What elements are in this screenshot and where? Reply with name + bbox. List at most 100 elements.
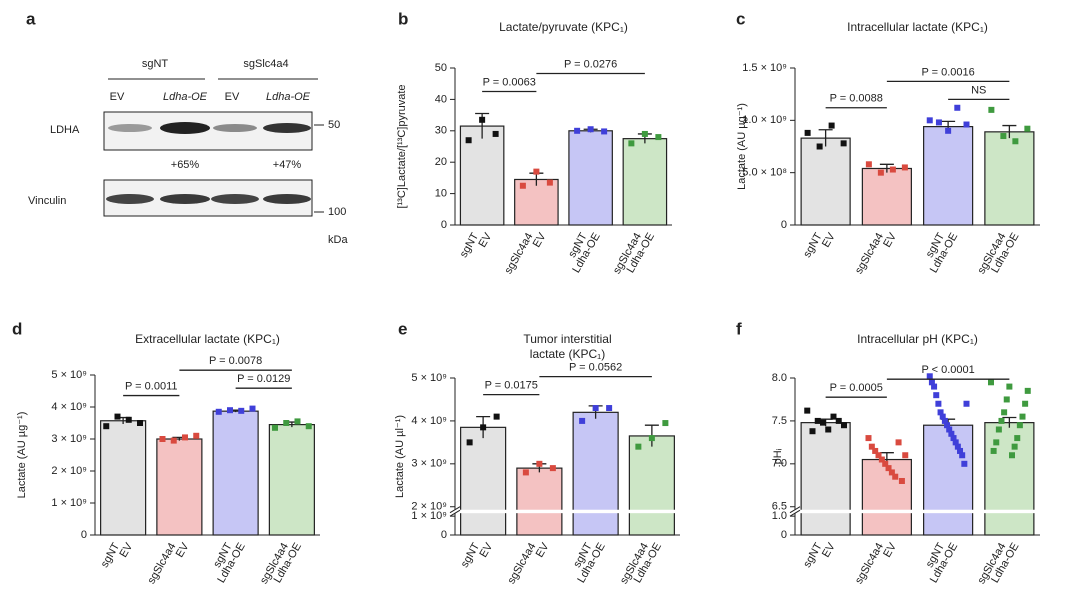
significance-label: P = 0.0562 xyxy=(569,362,622,374)
data-point xyxy=(963,121,970,128)
row-label: Vinculin xyxy=(28,195,66,207)
data-point xyxy=(835,417,842,424)
row-label: LDHA xyxy=(50,124,80,136)
data-point xyxy=(465,137,472,144)
band xyxy=(106,194,154,204)
y-tick-label: 4 × 10⁹ xyxy=(411,415,447,427)
data-point xyxy=(522,469,529,476)
data-point xyxy=(926,117,933,124)
data-point xyxy=(114,413,121,420)
significance-label: P = 0.0175 xyxy=(485,380,538,392)
y-tick-label: 10 xyxy=(435,188,447,200)
data-point xyxy=(865,435,872,442)
data-point xyxy=(533,168,540,175)
y-axis-label: Lactate (AU µg⁻¹) xyxy=(736,103,748,190)
data-point xyxy=(193,432,200,439)
band xyxy=(108,124,152,132)
data-point xyxy=(926,373,933,380)
x-tick-label: EV xyxy=(881,230,899,249)
data-point xyxy=(895,439,902,446)
data-point xyxy=(878,456,885,463)
data-point xyxy=(820,419,826,426)
data-point xyxy=(1001,409,1008,416)
data-point xyxy=(215,408,222,415)
y-tick-label: 0 xyxy=(81,529,87,541)
data-point xyxy=(480,424,487,431)
x-tick-label: EV xyxy=(534,540,552,559)
data-point xyxy=(587,126,594,133)
chart: d Extracellular lactate (KPC₁) Lactate (AU… xyxy=(12,319,320,586)
chart: f Intracellular pH (KPC₁) pHᵢ 0 1.06.5 7.0 7.5… xyxy=(736,319,1042,586)
y-axis-label: Lactate (AU µl⁻¹) xyxy=(394,415,406,498)
data-point xyxy=(952,439,959,446)
bar xyxy=(572,411,619,536)
bar xyxy=(622,138,668,226)
data-point xyxy=(137,420,143,426)
data-point xyxy=(888,469,895,476)
data-point xyxy=(872,447,879,454)
chart-title: Tumor interstitial xyxy=(523,332,611,346)
bar xyxy=(628,435,675,536)
data-point xyxy=(1024,125,1031,132)
y-tick-label: 1.0 xyxy=(772,510,787,522)
group-label: sgNT xyxy=(142,58,169,70)
x-tick-label: EV xyxy=(174,540,192,559)
data-point xyxy=(898,477,905,484)
data-point xyxy=(641,130,648,137)
y-tick-label: 6.5 xyxy=(772,501,787,513)
y-tick-label: 2 × 10⁹ xyxy=(51,465,87,477)
bar xyxy=(800,422,851,536)
data-point xyxy=(948,430,955,437)
data-point xyxy=(946,426,953,433)
data-point xyxy=(875,452,882,459)
significance-label: P < 0.0001 xyxy=(921,364,974,376)
data-point xyxy=(990,447,997,454)
y-tick-label: 8.0 xyxy=(772,372,787,384)
y-axis-label: Lactate (AU µg⁻¹) xyxy=(16,412,28,499)
bar xyxy=(100,420,147,536)
data-point xyxy=(249,405,256,412)
data-point xyxy=(546,179,553,186)
lane-label: EV xyxy=(225,91,240,103)
data-point xyxy=(305,423,312,430)
change-label: +47% xyxy=(273,159,302,171)
x-tick-label: sgSlc4a4 xyxy=(502,231,535,276)
data-point xyxy=(1024,387,1031,394)
unit-label: kDa xyxy=(328,234,348,246)
y-tick-label: 1 × 10⁹ xyxy=(51,497,87,509)
data-point xyxy=(954,443,961,450)
data-point xyxy=(238,407,245,414)
x-tick-label: EV xyxy=(477,230,495,249)
bar xyxy=(923,424,974,536)
significance-label: P = 0.0276 xyxy=(564,58,617,70)
data-point xyxy=(865,161,872,168)
data-point xyxy=(466,439,473,446)
data-point xyxy=(935,400,942,407)
y-tick-label: 30 xyxy=(435,125,447,137)
panel-letter: a xyxy=(26,9,36,28)
data-point xyxy=(574,127,581,134)
data-point xyxy=(1016,422,1023,429)
data-point xyxy=(928,379,935,386)
data-point xyxy=(954,104,961,111)
chart-title: Intracellular pH (KPC₁) xyxy=(857,332,978,346)
data-point xyxy=(1006,383,1013,390)
data-point xyxy=(479,116,486,123)
bar xyxy=(212,410,259,536)
chart-title: lactate (KPC₁) xyxy=(530,347,605,361)
significance-label: P = 0.0088 xyxy=(830,93,883,105)
chart-title: Extracellular lactate (KPC₁) xyxy=(135,332,280,346)
data-point xyxy=(1000,133,1007,140)
chart-title: Lactate/pyruvate (KPC₁) xyxy=(499,20,628,34)
data-point xyxy=(579,417,586,424)
data-point xyxy=(182,434,188,441)
x-tick-label: sgSlc4a4 xyxy=(853,541,886,586)
bar xyxy=(568,130,613,226)
data-point xyxy=(601,128,608,135)
x-tick-label: sgSlc4a4 xyxy=(505,541,538,586)
y-tick-label: 2 × 10⁹ xyxy=(411,501,447,513)
data-point xyxy=(655,134,662,141)
x-tick-label: EV xyxy=(118,540,136,559)
